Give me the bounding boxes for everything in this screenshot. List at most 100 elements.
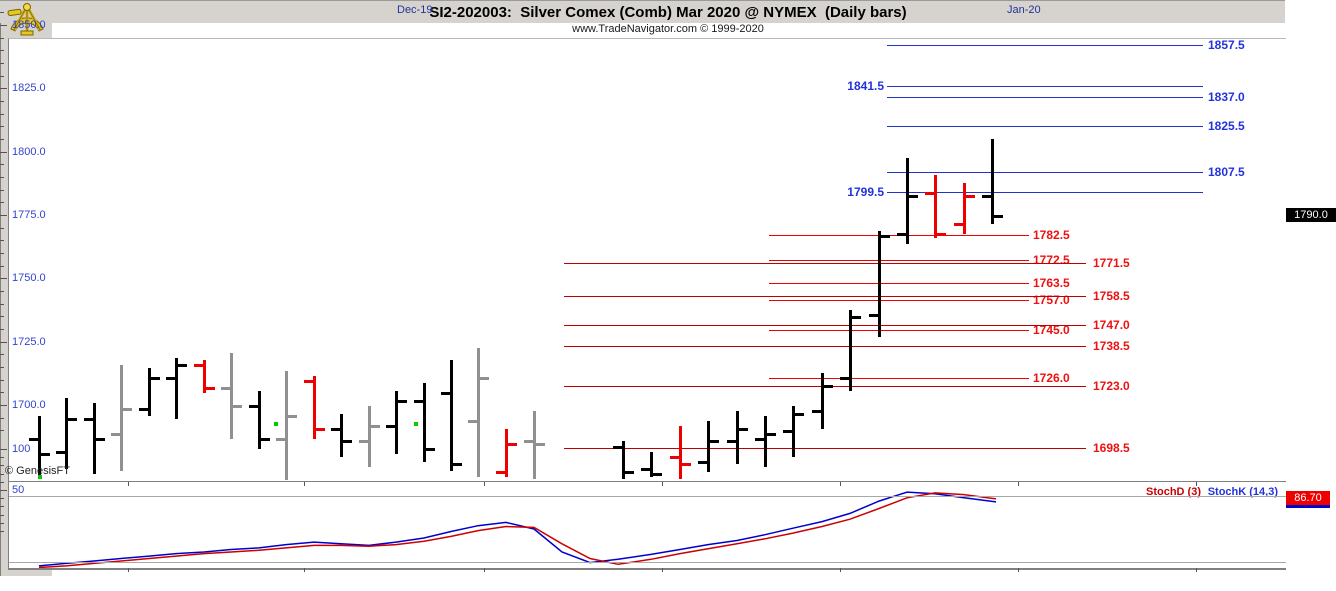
price-chart-panel[interactable]: 1782.5 1772.5 1763.5 1757.0 1745.0 1726.0 1771… <box>8 38 1286 482</box>
ohlc-close-tick <box>738 428 748 431</box>
ohlc-open-tick <box>783 430 793 433</box>
stoch-gridline <box>9 496 1286 497</box>
ohlc-open-tick <box>359 440 369 443</box>
red-level-label: 1738.5 <box>1093 339 1130 353</box>
support-resistance-line-darkred <box>564 325 1086 326</box>
blue-level-label: 1837.0 <box>1208 90 1245 104</box>
price-minor-tick <box>0 63 4 64</box>
week-tick <box>484 568 485 572</box>
ohlc-close-tick <box>177 364 187 367</box>
stoch-minor-tick <box>0 457 4 458</box>
legend-stochd[interactable]: StochD (3) <box>1146 486 1201 498</box>
price-major-tick <box>0 342 7 343</box>
price-minor-tick <box>0 50 4 51</box>
support-resistance-line-darkred <box>564 448 1086 449</box>
support-resistance-line-red <box>769 300 1029 301</box>
price-minor-tick <box>0 316 4 317</box>
stochd-value-marker: 86.70 <box>1286 491 1330 505</box>
stochd-line <box>38 492 997 568</box>
ohlc-open-tick <box>812 410 822 413</box>
stoch-tick-label: 100 <box>12 443 31 455</box>
red-level-label: 1745.0 <box>1033 323 1070 337</box>
ohlc-bar <box>203 360 206 393</box>
ohlc-close-tick <box>370 425 380 428</box>
price-major-tick <box>0 88 7 89</box>
ohlc-close-tick <box>150 377 160 380</box>
red-level-label: 1726.0 <box>1033 371 1070 385</box>
ohlc-open-tick <box>194 364 204 367</box>
price-minor-tick <box>0 329 4 330</box>
blue-level-label: 1799.5 <box>847 185 884 199</box>
ohlc-bar <box>679 426 682 479</box>
price-minor-tick <box>0 430 4 431</box>
stoch-minor-tick <box>0 515 4 516</box>
ohlc-close-tick <box>397 400 407 403</box>
chart-title: SI2-202003: Silver Comex (Comb) Mar 2020… <box>429 4 907 21</box>
sextant-icon <box>7 3 44 36</box>
week-tick <box>304 482 305 486</box>
red-level-label: 1772.5 <box>1033 253 1070 267</box>
blue-level-label: 1807.5 <box>1208 165 1245 179</box>
week-tick <box>1018 568 1019 572</box>
price-tick-label: 1825.0 <box>12 82 46 94</box>
ohlc-open-tick <box>414 400 424 403</box>
ohlc-close-tick <box>766 433 776 436</box>
projection-line-blue <box>887 126 1203 127</box>
ohlc-bar <box>65 398 68 469</box>
stoch-tick-label: 50 <box>12 484 25 496</box>
price-tick-label: 1775.0 <box>12 209 46 221</box>
week-tick <box>128 482 129 486</box>
date-axis[interactable]: Dec-19 Jan-20 <box>0 0 1285 23</box>
projection-line-blue <box>887 172 1203 173</box>
ohlc-close-tick <box>287 415 297 418</box>
red-level-label: 1747.0 <box>1093 318 1130 332</box>
ohlc-close-tick <box>993 215 1003 218</box>
genesis-sextant-logo[interactable] <box>6 2 48 38</box>
ohlc-close-tick <box>232 405 242 408</box>
legend-stochk[interactable]: StochK (14,3) <box>1207 486 1278 498</box>
ohlc-open-tick <box>641 468 651 471</box>
red-level-label: 1771.5 <box>1093 256 1130 270</box>
stoch-gridline <box>9 562 1286 563</box>
ohlc-bar <box>423 383 426 462</box>
ohlc-bar <box>258 391 261 449</box>
blue-level-label: 1857.5 <box>1208 38 1245 52</box>
support-resistance-line-red <box>769 378 1029 379</box>
ohlc-bar <box>477 348 480 477</box>
ohlc-bar <box>313 376 316 439</box>
ohlc-close-tick <box>880 235 890 238</box>
stoch-major-tick <box>0 449 7 450</box>
ohlc-close-tick <box>936 233 946 236</box>
stoch-minor-tick <box>0 498 4 499</box>
ohlc-bar <box>450 360 453 471</box>
stochastic-panel[interactable]: StochD (3) StochK (14,3) <box>8 481 1286 570</box>
stoch-minor-tick <box>0 523 4 524</box>
ohlc-close-tick <box>652 473 662 476</box>
ohlc-open-tick <box>139 408 149 411</box>
ohlc-close-tick <box>260 438 270 441</box>
ohlc-open-tick <box>441 392 451 395</box>
ohlc-bar <box>991 139 994 224</box>
support-resistance-line-red <box>769 260 1029 261</box>
ohlc-bar <box>821 373 824 429</box>
price-minor-tick <box>0 253 4 254</box>
ohlc-close-tick <box>479 377 489 380</box>
ohlc-open-tick <box>925 192 935 195</box>
ohlc-bar <box>120 365 123 471</box>
ohlc-open-tick <box>727 440 737 443</box>
price-minor-tick <box>0 164 4 165</box>
price-minor-tick <box>0 228 4 229</box>
stochastic-lines-canvas <box>38 491 997 568</box>
price-minor-tick <box>0 177 4 178</box>
ohlc-bar <box>93 403 96 474</box>
price-minor-tick <box>0 38 4 39</box>
projection-line-blue <box>887 45 1203 46</box>
red-level-label: 1698.5 <box>1093 441 1130 455</box>
ohlc-open-tick <box>982 195 992 198</box>
blue-level-label: 1841.5 <box>847 79 884 93</box>
support-resistance-line-darkred <box>564 346 1086 347</box>
red-level-label: 1782.5 <box>1033 228 1070 242</box>
price-minor-tick <box>0 126 4 127</box>
week-tick <box>662 482 663 486</box>
